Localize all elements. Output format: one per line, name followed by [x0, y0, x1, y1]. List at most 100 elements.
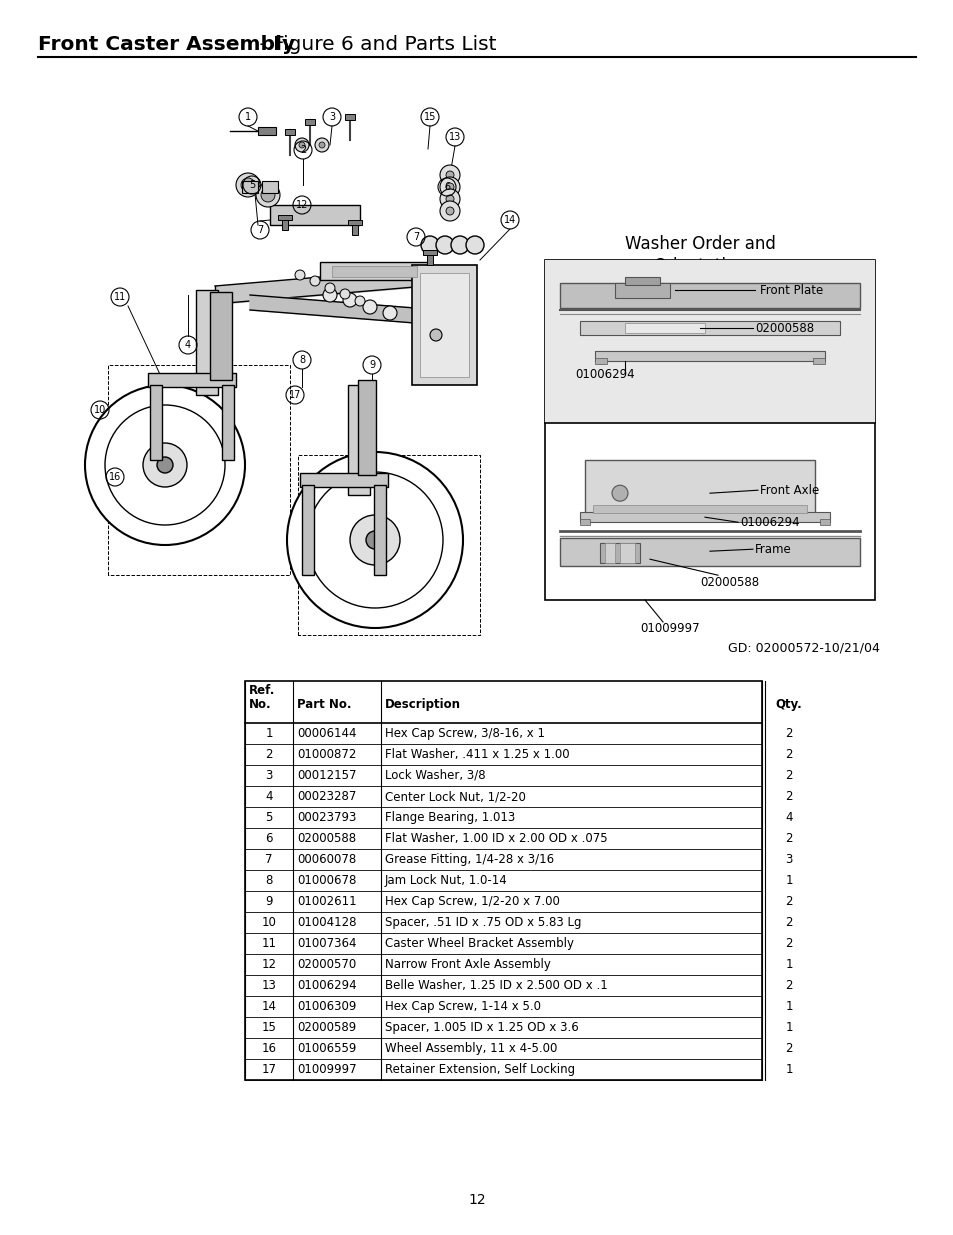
Bar: [222, 385, 233, 459]
Text: 01009997: 01009997: [296, 1063, 356, 1076]
Text: 10: 10: [93, 405, 106, 415]
Text: 13: 13: [449, 132, 460, 142]
Bar: [559, 538, 859, 566]
Text: Description: Description: [385, 698, 460, 711]
Text: 6: 6: [265, 832, 273, 845]
Text: Hex Cap Screw, 3/8-16, x 1: Hex Cap Screw, 3/8-16, x 1: [385, 727, 544, 740]
Text: Front Plate: Front Plate: [760, 284, 822, 296]
Circle shape: [241, 178, 254, 191]
Bar: [812, 358, 824, 364]
Circle shape: [446, 170, 454, 179]
Bar: [820, 519, 829, 525]
Circle shape: [366, 531, 384, 550]
Bar: [595, 351, 824, 361]
Text: 8: 8: [298, 354, 305, 366]
Bar: [319, 262, 430, 280]
Text: 1: 1: [784, 1000, 792, 1013]
Circle shape: [143, 443, 187, 487]
Text: Narrow Front Axle Assembly: Narrow Front Axle Assembly: [385, 958, 550, 971]
Text: 16: 16: [261, 1042, 276, 1055]
Text: 2: 2: [784, 727, 792, 740]
Text: 2: 2: [784, 937, 792, 950]
Text: Frame: Frame: [754, 542, 791, 556]
Text: 02000589: 02000589: [296, 1021, 355, 1034]
Text: 02000588: 02000588: [700, 577, 759, 589]
Text: 00023287: 00023287: [296, 790, 356, 803]
Bar: [332, 266, 416, 277]
Circle shape: [465, 236, 483, 254]
Text: 2: 2: [784, 748, 792, 761]
Text: Front Caster Assembly: Front Caster Assembly: [38, 35, 294, 54]
Text: Hex Cap Screw, 1/2-20 x 7.00: Hex Cap Screw, 1/2-20 x 7.00: [385, 895, 559, 908]
Text: 1: 1: [245, 112, 251, 122]
Bar: [305, 119, 314, 125]
Circle shape: [318, 142, 325, 148]
Bar: [257, 127, 275, 135]
Bar: [299, 473, 388, 487]
Circle shape: [105, 405, 225, 525]
Text: 7: 7: [256, 225, 263, 235]
Bar: [427, 253, 433, 266]
Text: 11: 11: [261, 937, 276, 950]
Text: Retainer Extension, Self Locking: Retainer Extension, Self Locking: [385, 1063, 575, 1076]
Text: 01006294: 01006294: [296, 979, 356, 992]
Text: 15: 15: [423, 112, 436, 122]
Text: Grease Fitting, 1/4-28 x 3/16: Grease Fitting, 1/4-28 x 3/16: [385, 853, 554, 866]
Text: 00060078: 00060078: [296, 853, 355, 866]
Text: 16: 16: [109, 472, 121, 482]
Text: 01006559: 01006559: [296, 1042, 356, 1055]
Bar: [210, 291, 232, 380]
Circle shape: [343, 293, 356, 308]
Bar: [374, 485, 386, 576]
Text: 3: 3: [265, 769, 273, 782]
Circle shape: [261, 188, 274, 203]
Bar: [579, 513, 829, 522]
Circle shape: [420, 236, 438, 254]
Circle shape: [339, 289, 350, 299]
Bar: [624, 277, 659, 285]
Text: 01009997: 01009997: [639, 621, 699, 635]
Text: 9: 9: [265, 895, 273, 908]
Text: 3: 3: [784, 853, 792, 866]
Circle shape: [294, 138, 309, 152]
Bar: [270, 205, 359, 225]
Text: 02000588: 02000588: [754, 321, 813, 335]
Text: 1: 1: [784, 874, 792, 887]
Circle shape: [157, 457, 172, 473]
Text: 1: 1: [784, 1063, 792, 1076]
Bar: [352, 224, 357, 235]
Text: Hex Cap Screw, 1-14 x 5.0: Hex Cap Screw, 1-14 x 5.0: [385, 1000, 540, 1013]
Bar: [345, 114, 355, 120]
Text: 12: 12: [295, 200, 308, 210]
Text: 14: 14: [261, 1000, 276, 1013]
Text: 7: 7: [413, 232, 418, 242]
Bar: [150, 385, 162, 459]
Bar: [593, 505, 806, 514]
Bar: [419, 273, 469, 377]
Text: Flat Washer, .411 x 1.25 x 1.00: Flat Washer, .411 x 1.25 x 1.00: [385, 748, 569, 761]
Circle shape: [439, 201, 459, 221]
Text: No.: No.: [249, 698, 272, 711]
Bar: [148, 373, 235, 387]
Circle shape: [307, 472, 442, 608]
Circle shape: [446, 183, 454, 191]
Circle shape: [436, 236, 454, 254]
Text: - Figure 6 and Parts List: - Figure 6 and Parts List: [253, 35, 496, 54]
Circle shape: [294, 270, 305, 280]
Circle shape: [325, 283, 335, 293]
Bar: [584, 461, 814, 515]
Bar: [604, 543, 615, 563]
Bar: [619, 543, 635, 563]
Circle shape: [451, 236, 469, 254]
Text: 2: 2: [784, 916, 792, 929]
Bar: [579, 519, 589, 525]
Text: Center Lock Nut, 1/2-20: Center Lock Nut, 1/2-20: [385, 790, 525, 803]
Text: 01004128: 01004128: [296, 916, 356, 929]
Circle shape: [235, 173, 260, 198]
Text: Flange Bearing, 1.013: Flange Bearing, 1.013: [385, 811, 515, 824]
Text: 13: 13: [261, 979, 276, 992]
Text: Lock Washer, 3/8: Lock Washer, 3/8: [385, 769, 485, 782]
Text: Caster Wheel Bracket Assembly: Caster Wheel Bracket Assembly: [385, 937, 574, 950]
Text: 2: 2: [784, 979, 792, 992]
Text: Wheel Assembly, 11 x 4-5.00: Wheel Assembly, 11 x 4-5.00: [385, 1042, 557, 1055]
